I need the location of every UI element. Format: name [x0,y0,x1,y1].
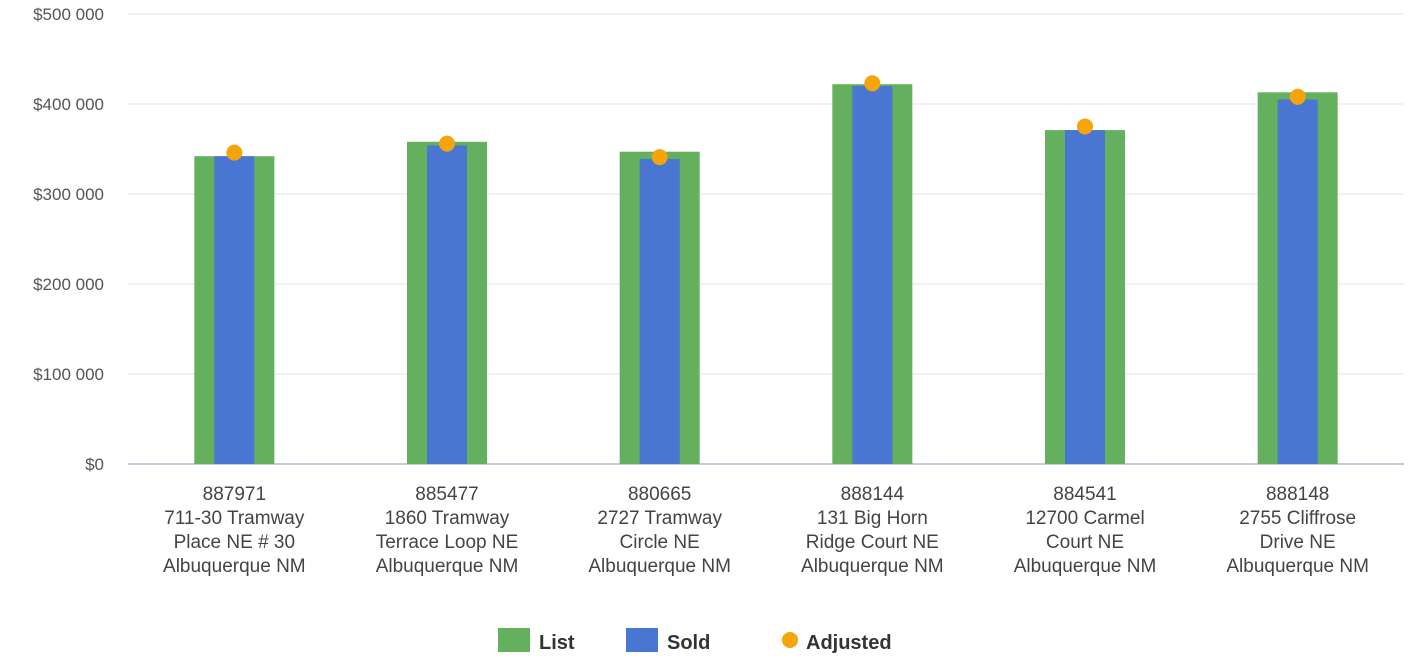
x-tick-label-line: Albuquerque NM [1226,556,1369,577]
x-tick-label-line: 887971 [203,484,266,505]
y-tick-label: $400 000 [33,95,104,114]
x-tick-label: 884541 12700 Carmel Court NE Albuquerque NM [1014,484,1157,577]
x-tick-label-line: 880665 [628,484,691,505]
x-tick-label-line: Albuquerque NM [376,556,519,577]
legend-label-sold: Sold [667,632,710,654]
x-tick-label: 885477 1860 Tramway Terrace Loop NE Albuque… [376,484,519,577]
y-tick-label: $200 000 [33,275,104,294]
x-tick-label: 887971 711-30 Tramway Place NE # 30 Albuque… [163,484,306,577]
legend-label-adjusted: Adjusted [806,632,892,654]
bars [194,84,1337,464]
bar-sold[interactable] [1278,100,1318,465]
y-tick-label: $100 000 [33,365,104,384]
x-tick-label: 888148 2755 Cliffrose Drive NE Albuquerque … [1226,484,1369,577]
x-tick-label-line: Court NE [1046,532,1124,553]
x-tick-label-line: Ridge Court NE [806,532,939,553]
bar-sold[interactable] [852,86,892,464]
x-tick-label-line: Terrace Loop NE [376,532,519,553]
point-adjusted[interactable] [652,149,668,165]
y-tick-label: $0 [85,455,104,474]
x-tick-label-line: 885477 [415,484,478,505]
legend-swatch-adjusted [782,632,798,648]
point-adjusted[interactable] [864,75,880,91]
x-tick-label-line: 888148 [1266,484,1329,505]
x-tick-label-line: Place NE # 30 [174,532,295,553]
gridlines [128,14,1404,374]
x-tick-label-line: Albuquerque NM [1014,556,1157,577]
x-tick-label-line: 2755 Cliffrose [1239,508,1356,529]
legend: List Sold Adjusted [498,628,892,654]
x-tick-label-line: Albuquerque NM [801,556,944,577]
x-tick-label-line: 1860 Tramway [385,508,510,529]
bar-sold[interactable] [1065,130,1105,464]
x-tick-label-line: 131 Big Horn [817,508,928,529]
y-tick-label: $500 000 [33,5,104,24]
adjusted-points [226,75,1305,165]
x-tick-label-line: Albuquerque NM [588,556,731,577]
bar-sold[interactable] [640,159,680,464]
x-tick-label-line: Circle NE [620,532,700,553]
x-tick-label-line: 884541 [1053,484,1116,505]
bar-sold[interactable] [427,145,467,464]
x-axis: 887971 711-30 Tramway Place NE # 30 Albuque… [163,484,1369,577]
legend-swatch-list [498,628,530,652]
point-adjusted[interactable] [1077,119,1093,135]
y-tick-label: $300 000 [33,185,104,204]
x-tick-label: 880665 2727 Tramway Circle NE Albuquerque N… [588,484,731,577]
x-tick-label-line: Albuquerque NM [163,556,306,577]
x-tick-label-line: Drive NE [1260,532,1336,553]
x-tick-label-line: 888144 [841,484,905,505]
x-tick-label-line: 12700 Carmel [1025,508,1144,529]
legend-label-list: List [539,632,575,654]
point-adjusted[interactable] [439,136,455,152]
point-adjusted[interactable] [226,145,242,161]
bar-sold[interactable] [214,156,254,464]
x-tick-label: 888144 131 Big Horn Ridge Court NE Albuquer… [801,484,944,577]
x-tick-label-line: 711-30 Tramway [164,508,305,529]
point-adjusted[interactable] [1290,89,1306,105]
legend-swatch-sold [626,628,658,652]
x-tick-label-line: 2727 Tramway [597,508,722,529]
